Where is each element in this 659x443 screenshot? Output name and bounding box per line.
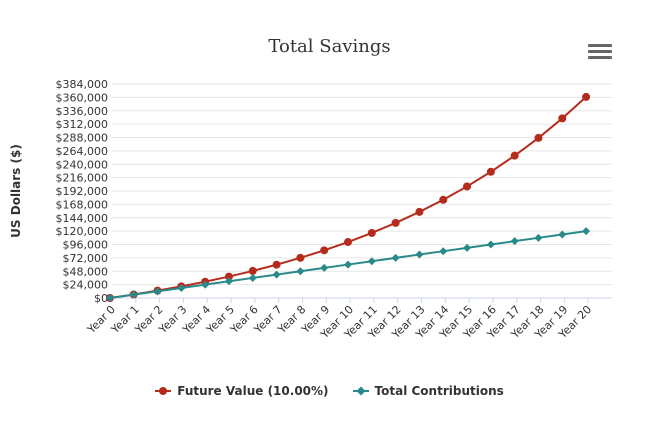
chart-title: Total Savings <box>268 36 391 57</box>
data-point-series-1 <box>463 243 472 252</box>
y-tick-label: $72,000 <box>63 252 109 265</box>
data-point-series-0 <box>224 272 233 281</box>
data-point-series-0 <box>558 114 567 123</box>
legend-label-future-value: Future Value (10.00%) <box>177 384 329 398</box>
data-point-series-1 <box>224 277 233 286</box>
y-tick-label: $120,000 <box>56 225 109 238</box>
y-tick-label: $240,000 <box>56 158 109 171</box>
y-tick-label: $24,000 <box>63 279 109 292</box>
data-point-series-1 <box>201 280 210 289</box>
data-point-series-0 <box>486 167 495 176</box>
y-tick-label: $192,000 <box>56 185 109 198</box>
data-point-series-0 <box>510 151 519 160</box>
data-point-series-1 <box>486 240 495 249</box>
y-axis-title: US Dollars ($) <box>9 144 23 238</box>
data-point-series-1 <box>367 257 376 266</box>
data-point-series-1 <box>391 253 400 262</box>
data-point-series-0 <box>415 207 424 216</box>
legend-item-future-value[interactable]: Future Value (10.00%) <box>155 384 329 398</box>
data-point-series-1 <box>534 233 543 242</box>
data-point-series-1 <box>415 250 424 259</box>
data-point-series-1 <box>272 270 281 279</box>
data-point-series-0 <box>391 218 400 227</box>
data-point-series-1 <box>129 290 138 299</box>
y-tick-label: $0 <box>94 292 108 305</box>
y-tick-label: $168,000 <box>56 198 109 211</box>
data-point-series-0 <box>320 246 329 255</box>
data-point-series-0 <box>582 92 591 101</box>
y-tick-label: $144,000 <box>56 212 109 225</box>
data-point-series-1 <box>153 287 162 296</box>
y-tick-label: $288,000 <box>56 132 109 145</box>
y-tick-label: $384,000 <box>56 78 109 91</box>
data-point-series-1 <box>344 260 352 269</box>
data-point-series-1 <box>582 227 591 236</box>
total-contributions-legend-icon <box>352 385 369 397</box>
future-value-legend-icon <box>155 385 172 397</box>
data-point-series-0 <box>463 182 472 191</box>
data-point-series-1 <box>177 283 186 292</box>
y-tick-label: $48,000 <box>63 265 109 278</box>
data-point-series-1 <box>105 294 114 302</box>
y-tick-label: $264,000 <box>56 145 109 158</box>
legend-label-total-contributions: Total Contributions <box>374 384 504 398</box>
data-point-series-1 <box>320 263 329 272</box>
data-point-series-0 <box>344 238 352 247</box>
hamburger-menu-icon[interactable] <box>588 44 612 62</box>
data-point-series-0 <box>296 253 305 262</box>
y-tick-label: $312,000 <box>56 118 109 131</box>
y-tick-label: $360,000 <box>56 91 109 104</box>
data-point-series-1 <box>248 273 257 282</box>
data-point-series-0 <box>367 228 376 237</box>
chart-legend: Future Value (10.00%) Total Contribution… <box>0 384 659 398</box>
data-point-series-1 <box>510 237 519 246</box>
data-point-series-1 <box>296 267 305 276</box>
data-point-series-0 <box>248 266 257 275</box>
legend-item-total-contributions[interactable]: Total Contributions <box>352 384 504 398</box>
y-tick-label: $336,000 <box>56 105 109 118</box>
data-point-series-1 <box>439 247 448 256</box>
data-point-series-0 <box>272 260 281 269</box>
data-point-series-1 <box>558 230 567 239</box>
y-tick-label: $216,000 <box>56 172 109 185</box>
data-point-series-0 <box>534 133 543 142</box>
y-tick-label: $96,000 <box>63 239 109 252</box>
data-point-series-0 <box>439 195 448 204</box>
